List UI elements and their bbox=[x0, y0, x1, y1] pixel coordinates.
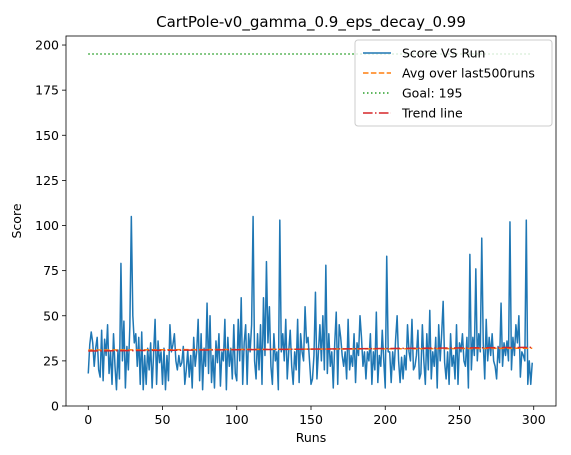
y-tick-label: 100 bbox=[35, 218, 59, 233]
x-tick-label: 250 bbox=[448, 412, 472, 427]
y-tick-label: 125 bbox=[35, 173, 59, 188]
y-tick-label: 50 bbox=[43, 308, 59, 323]
legend-label-4: Trend line bbox=[401, 106, 463, 121]
y-tick-label: 200 bbox=[35, 38, 59, 53]
series-line-2 bbox=[88, 347, 533, 351]
legend-label-3: Goal: 195 bbox=[402, 86, 463, 101]
y-tick-label: 175 bbox=[35, 83, 59, 98]
x-tick-label: 50 bbox=[155, 412, 171, 427]
y-tick-label: 150 bbox=[35, 128, 59, 143]
x-tick-label: 300 bbox=[522, 412, 546, 427]
legend-label-2: Avg over last500runs bbox=[402, 66, 535, 81]
x-tick-label: 150 bbox=[299, 412, 323, 427]
legend-box bbox=[354, 39, 553, 127]
chart-title: CartPole-v0_gamma_0.9_eps_decay_0.99 bbox=[156, 13, 466, 32]
y-tick-label: 0 bbox=[51, 399, 59, 414]
x-axis-label: Runs bbox=[296, 430, 326, 445]
x-tick-label: 100 bbox=[225, 412, 249, 427]
legend-label-1: Score VS Run bbox=[402, 46, 485, 61]
x-tick-label: 0 bbox=[84, 412, 92, 427]
x-axis: 0 50 100 150 200 250 300 bbox=[84, 406, 546, 427]
y-tick-label: 75 bbox=[43, 263, 59, 278]
legend: Score VS Run Avg over last500runs Goal: 19… bbox=[354, 39, 553, 127]
y-tick-label: 25 bbox=[43, 353, 59, 368]
y-axis: 0 25 50 75 100 125 150 175 200 bbox=[35, 38, 66, 414]
y-axis-label: Score bbox=[9, 203, 24, 238]
x-tick-label: 200 bbox=[373, 412, 397, 427]
series-line-4 bbox=[88, 346, 533, 352]
series-line-1 bbox=[87, 215, 533, 391]
